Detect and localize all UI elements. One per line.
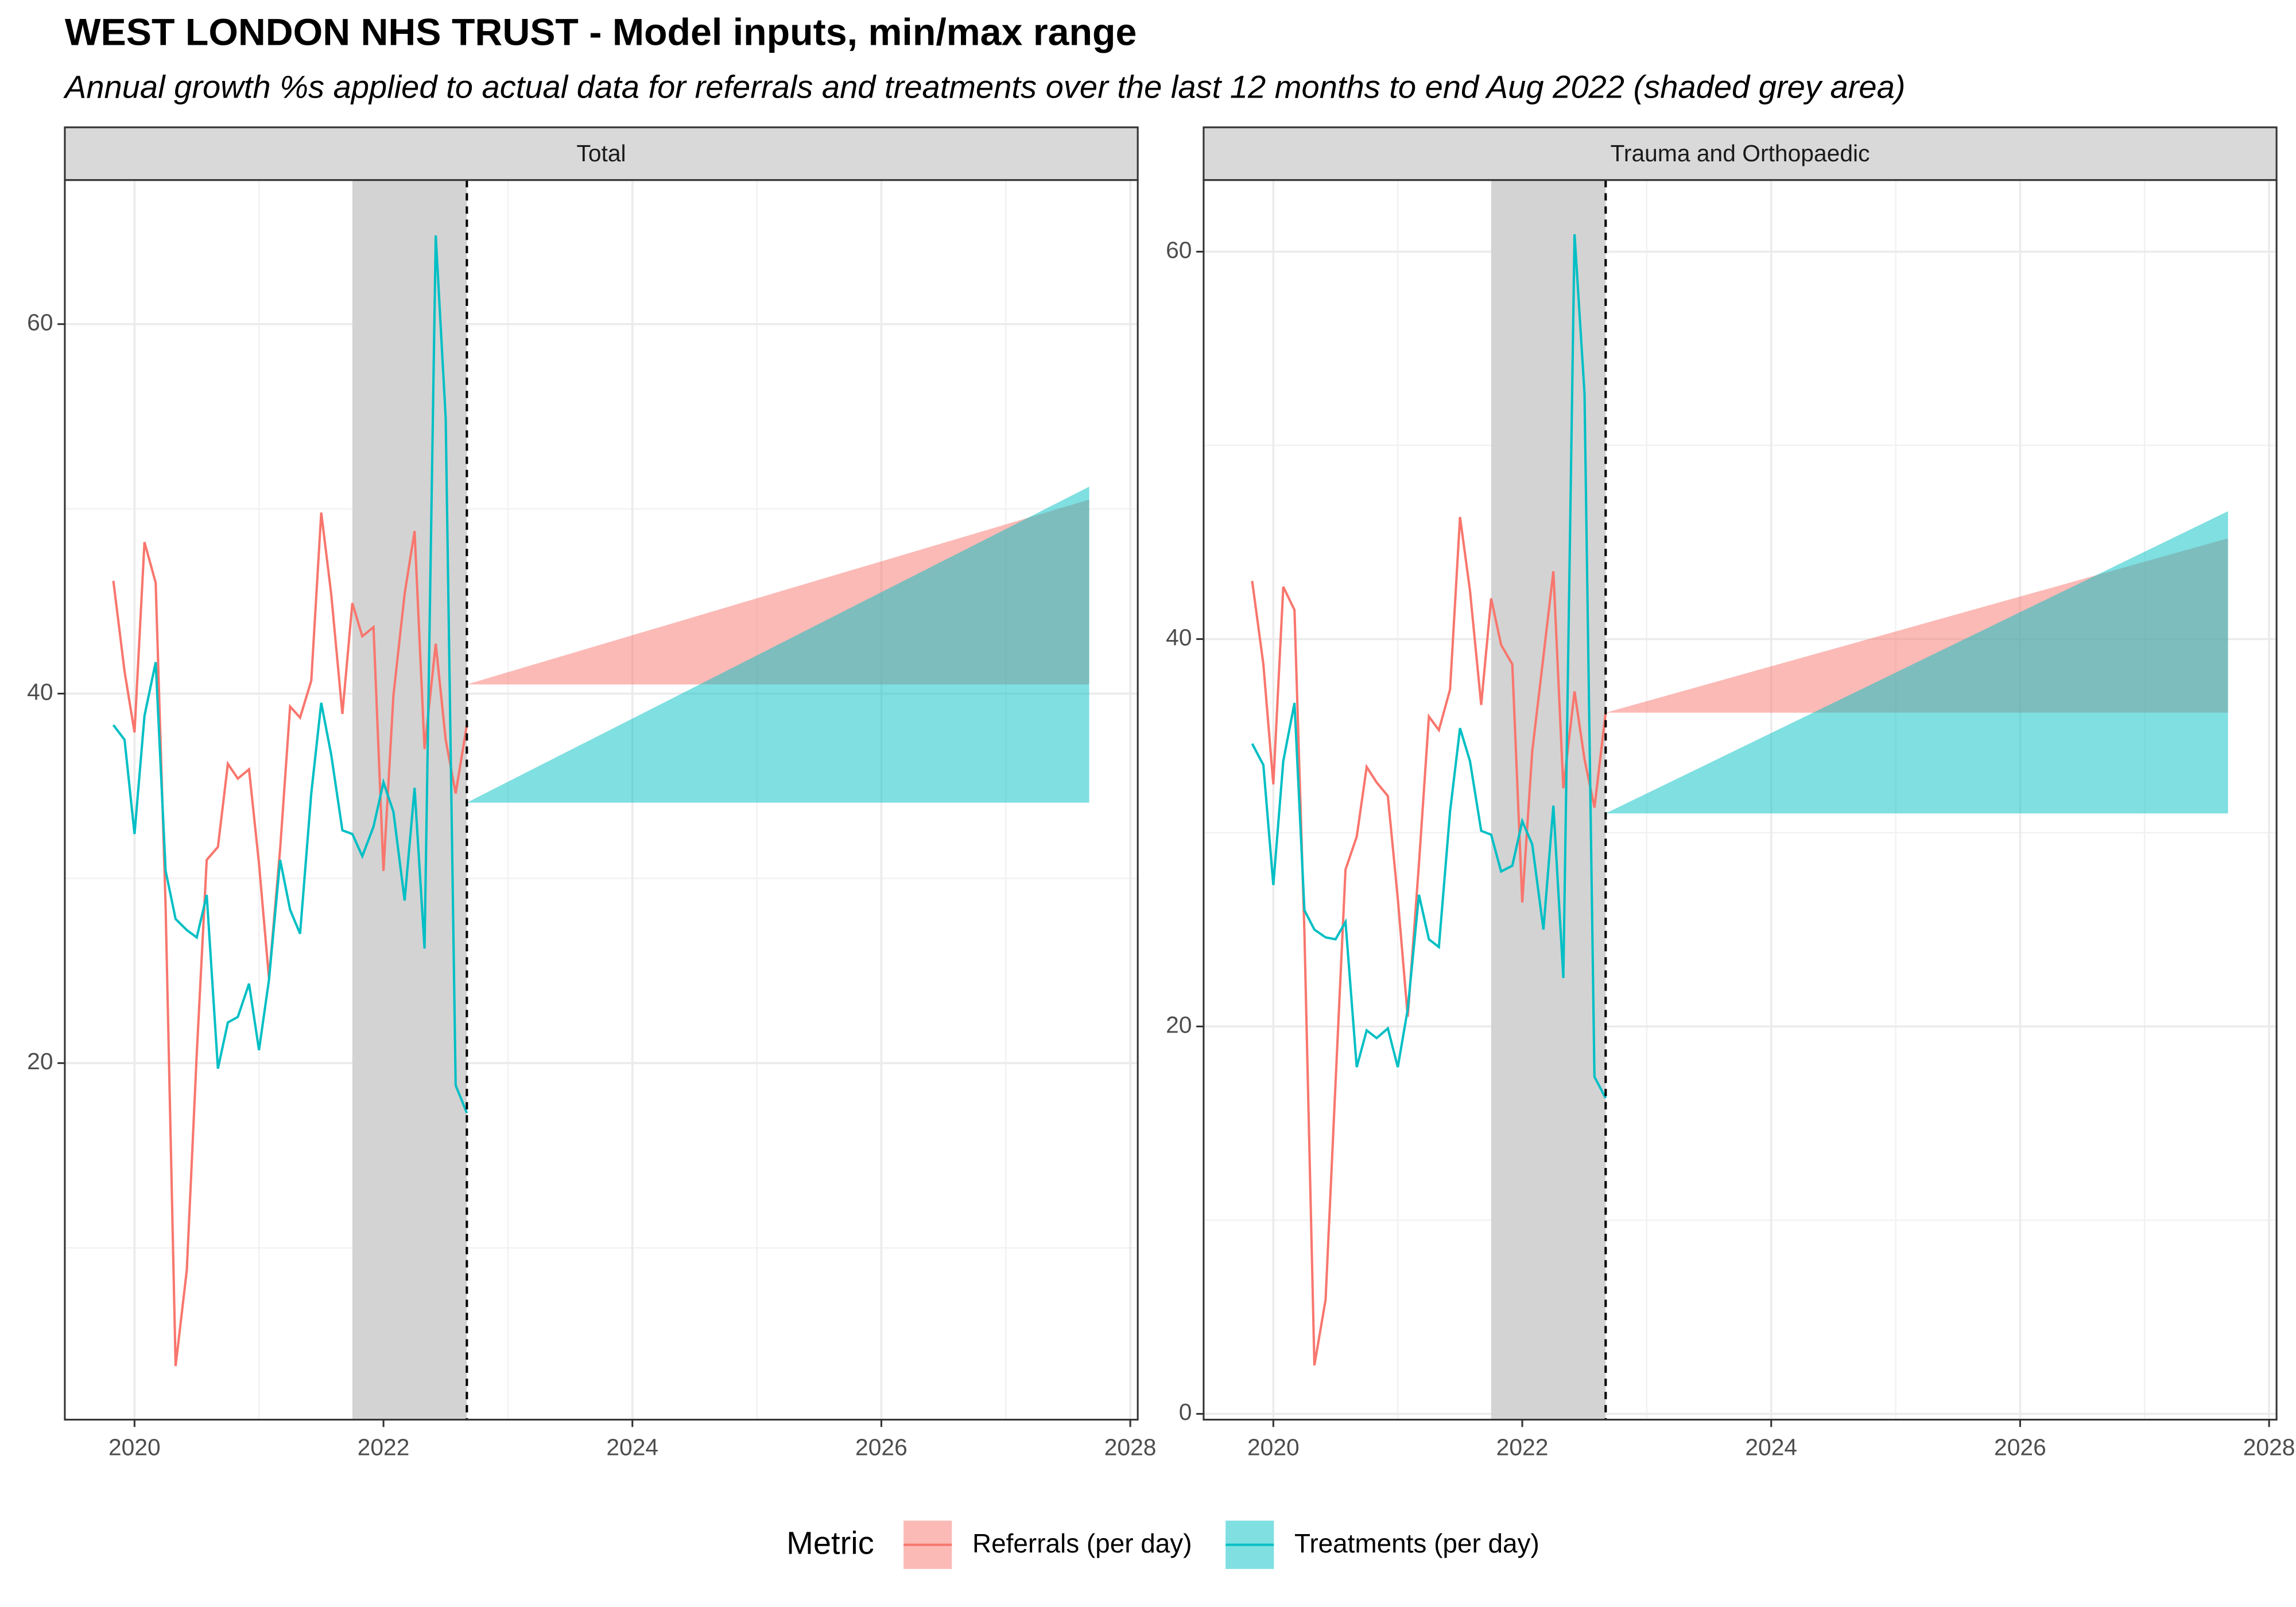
legend-title: Metric: [786, 1525, 874, 1561]
x-tick-label: 2026: [855, 1434, 907, 1460]
y-tick-label: 40: [1166, 624, 1192, 650]
y-tick-label: 60: [1166, 236, 1192, 263]
x-tick-label: 2028: [2243, 1434, 2295, 1460]
series-line: [1251, 234, 1607, 1099]
x-tick-label: 2020: [1247, 1434, 1300, 1460]
strip: [64, 126, 1139, 181]
chart-title: WEST LONDON NHS TRUST - Model inputs, mi…: [65, 11, 1137, 54]
x-tick-label: 2024: [1745, 1434, 1797, 1460]
strip: [1203, 126, 2278, 181]
x-tick-label: 2028: [1104, 1434, 1157, 1460]
series-line: [112, 235, 468, 1114]
legend-label: Referrals (per day): [972, 1528, 1192, 1558]
shaded-period: [1491, 180, 1606, 1420]
x-tick-label: 2022: [1496, 1434, 1549, 1460]
x-tick-label: 2020: [108, 1434, 161, 1460]
chart-subtitle: Annual growth %s applied to actual data …: [63, 68, 1906, 104]
y-tick-label: 60: [27, 309, 53, 336]
shaded-period: [352, 180, 467, 1420]
x-tick-label: 2022: [358, 1434, 410, 1460]
y-tick-label: 20: [27, 1048, 53, 1074]
y-tick-label: 20: [1166, 1011, 1192, 1038]
legend-label: Treatments (per day): [1294, 1528, 1539, 1558]
x-tick-label: 2024: [606, 1434, 658, 1460]
y-tick-label: 0: [1179, 1399, 1192, 1425]
y-tick-label: 40: [27, 678, 53, 705]
series-line: [112, 512, 468, 1367]
x-tick-label: 2026: [1994, 1434, 2046, 1460]
strip-label: Trauma and Orthopaedic: [1610, 140, 1870, 166]
series-line: [1251, 517, 1607, 1366]
strip-label: Total: [576, 140, 626, 166]
